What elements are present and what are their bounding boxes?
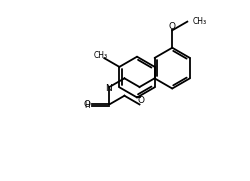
Text: O: O [169,22,176,31]
Text: O: O [84,100,91,109]
Text: N: N [105,83,112,92]
Text: H: H [84,101,90,110]
Text: CH₃: CH₃ [93,51,108,60]
Text: O: O [137,96,144,106]
Text: CH₃: CH₃ [193,17,207,26]
